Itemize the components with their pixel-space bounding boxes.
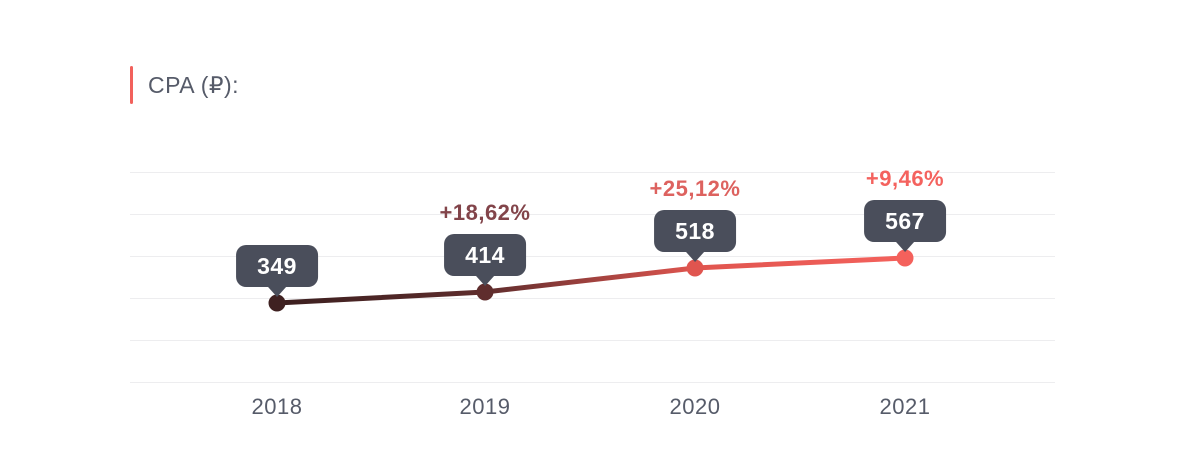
tooltip-value: 349 — [236, 245, 318, 297]
pct-change-label: +18,62% — [439, 200, 531, 225]
pct-change-label: +25,12% — [649, 176, 741, 201]
data-point-dot-2021 — [896, 249, 914, 267]
data-point-dot-2019 — [476, 283, 494, 301]
gridline — [130, 298, 1055, 299]
tooltip-tail — [476, 276, 494, 286]
trend-line — [274, 255, 908, 306]
tooltip-value: 518 — [654, 210, 736, 262]
data-point-dot-2018 — [268, 294, 286, 312]
tooltip-tail — [896, 242, 914, 252]
chart-title: CPA (₽): — [148, 71, 240, 98]
tooltip-value: 414 — [444, 234, 526, 286]
x-axis-label: 2020 — [669, 394, 721, 419]
chart-header: CPA (₽): — [130, 66, 239, 104]
x-axis-label: 2019 — [459, 394, 511, 419]
gridline — [130, 172, 1055, 173]
gridline — [130, 382, 1055, 383]
gridline — [130, 256, 1055, 257]
tooltip-tail — [268, 287, 286, 297]
tooltip-value: 567 — [864, 200, 946, 252]
data-point-dot-2020 — [686, 259, 704, 277]
x-axis-label: 2018 — [251, 394, 303, 419]
x-axis-label: 2021 — [879, 394, 931, 419]
gridline — [130, 214, 1055, 215]
value-tooltip: 567 — [864, 200, 946, 252]
tooltip-tail — [686, 252, 704, 262]
value-tooltip: 518 — [654, 210, 736, 262]
gridline — [130, 340, 1055, 341]
value-tooltip: 349 — [236, 245, 318, 297]
title-accent-bar — [130, 66, 133, 104]
pct-change-label: +9,46% — [865, 166, 945, 191]
value-tooltip: 414 — [444, 234, 526, 286]
